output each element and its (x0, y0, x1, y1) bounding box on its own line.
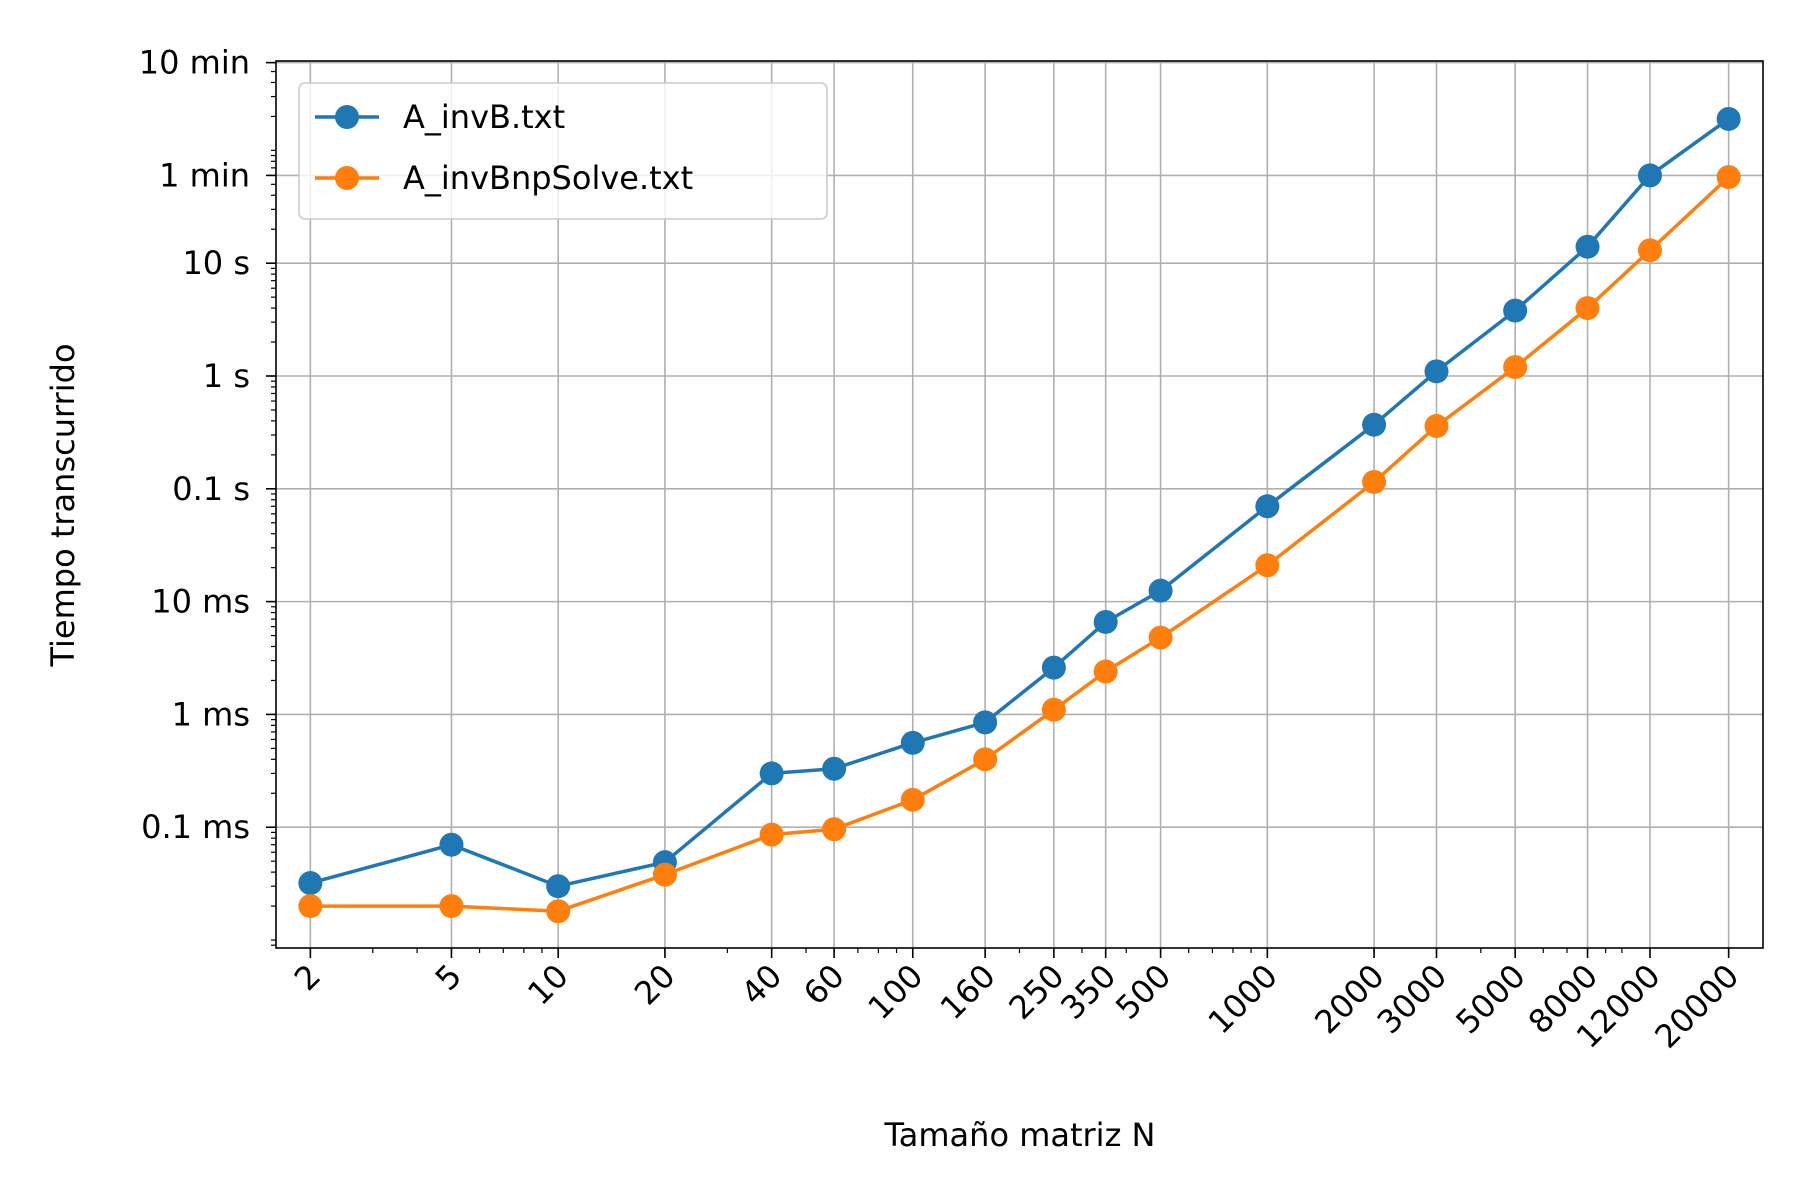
y-axis-label: Tiempo transcurrido (44, 343, 82, 667)
data-point (900, 730, 925, 755)
y-tick-label: 10 min (139, 44, 250, 82)
x-tick-label: 160 (933, 957, 1003, 1027)
data-point (298, 894, 323, 919)
data-point (1503, 355, 1528, 380)
data-point (298, 871, 323, 896)
data-point (439, 894, 464, 919)
data-point (439, 832, 464, 857)
data-point (1093, 609, 1118, 634)
data-point (652, 862, 677, 887)
y-tick-label: 0.1 s (172, 470, 250, 508)
data-point (1362, 469, 1387, 494)
data-point (1148, 578, 1173, 603)
x-tick-label: 100 (860, 957, 930, 1027)
x-tick-label: 5000 (1448, 957, 1532, 1041)
x-tick-label: 60 (796, 957, 852, 1013)
x-tick-label: 10 (520, 957, 576, 1013)
legend-entry-0: A_invB.txt (315, 98, 565, 136)
data-point (1041, 697, 1066, 722)
series-1 (298, 165, 1741, 924)
series-line-0 (309, 117, 1730, 888)
x-tick-label: 40 (734, 957, 790, 1013)
data-point (1503, 298, 1528, 323)
legend-marker-0 (335, 105, 359, 129)
legend-marker-1 (335, 166, 359, 190)
x-tick-label: 2000 (1307, 957, 1391, 1041)
series-0 (298, 106, 1741, 899)
x-tick-label: 1000 (1201, 957, 1285, 1041)
x-tick-label: 350 (1053, 957, 1123, 1027)
y-tick-label: 0.1 ms (141, 808, 250, 846)
data-point (1716, 106, 1741, 131)
y-tick-label: 1 s (203, 357, 250, 395)
y-tick-label: 1 ms (172, 695, 250, 733)
y-tick-label: 10 ms (151, 583, 250, 621)
data-point (1637, 163, 1662, 188)
data-point (1637, 238, 1662, 263)
data-point (759, 761, 784, 786)
axis-ticks (266, 61, 1730, 958)
data-point (546, 899, 571, 924)
legend-label-0: A_invB.txt (403, 98, 565, 136)
data-point (973, 747, 998, 772)
y-tick-label: 10 s (182, 244, 250, 282)
data-point (1148, 625, 1173, 650)
x-tick-label: 500 (1108, 957, 1178, 1027)
data-point (900, 787, 925, 812)
series-layer (298, 106, 1741, 924)
data-point (1255, 553, 1280, 578)
x-axis-label: Tamaño matriz N (884, 1116, 1156, 1154)
x-tick-label: 20 (627, 957, 683, 1013)
legend: A_invB.txt A_invBnpSolve.txt (298, 82, 828, 220)
data-point (1093, 659, 1118, 684)
x-tick-label: 20000 (1647, 957, 1746, 1056)
data-point (1575, 296, 1600, 321)
data-point (546, 874, 571, 899)
data-point (1362, 412, 1387, 437)
data-point (759, 822, 784, 847)
y-tick-label: 1 min (159, 156, 250, 194)
legend-frame (298, 82, 828, 220)
data-point (822, 756, 847, 781)
data-point (1424, 359, 1449, 384)
series-line-1 (310, 175, 1730, 913)
data-point (1255, 494, 1280, 519)
legend-label-1: A_invBnpSolve.txt (403, 159, 693, 197)
data-point (1716, 165, 1741, 190)
data-point (1424, 414, 1449, 439)
y-tick-labels: 0.1 ms 1 ms 10 ms 0.1 s 1 s 10 s 1 min 10 min (139, 44, 250, 847)
x-tick-label: 5 (428, 957, 469, 998)
x-tick-label: 2 (287, 957, 328, 998)
legend-entry-1: A_invBnpSolve.txt (315, 159, 693, 197)
data-point (822, 817, 847, 842)
data-point (1041, 655, 1066, 680)
data-point (1575, 234, 1600, 259)
data-point (973, 710, 998, 735)
x-tick-label: 3000 (1370, 957, 1454, 1041)
